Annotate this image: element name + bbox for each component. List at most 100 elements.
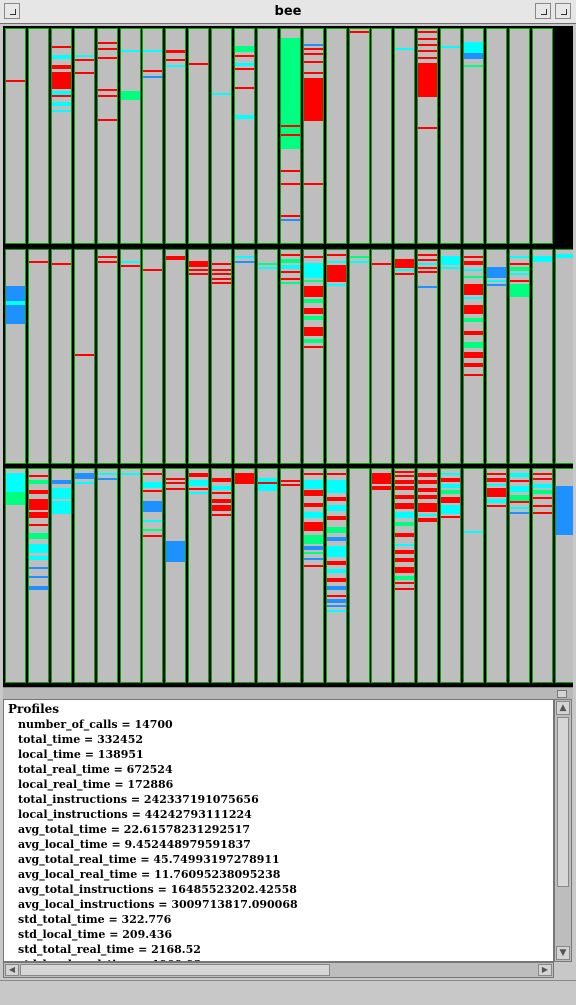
thread-column[interactable] (119, 468, 141, 683)
thread-column[interactable] (188, 249, 210, 464)
scroll-up-arrow-icon[interactable]: ▲ (556, 701, 570, 715)
metric-band (166, 488, 186, 490)
profile-visualization[interactable] (3, 26, 573, 687)
thread-column[interactable] (188, 468, 210, 683)
thread-column[interactable] (142, 249, 164, 464)
thread-column[interactable] (302, 28, 324, 244)
thread-column[interactable] (27, 249, 49, 464)
pane-splitter[interactable] (3, 687, 573, 699)
thread-column[interactable] (485, 249, 507, 464)
thread-column[interactable] (508, 468, 530, 683)
thread-column[interactable] (73, 28, 95, 244)
thread-column[interactable] (27, 28, 49, 244)
thread-column[interactable] (256, 28, 278, 244)
thread-column[interactable] (50, 28, 72, 244)
thread-column[interactable] (325, 468, 347, 683)
thread-column[interactable] (440, 28, 462, 244)
thread-column[interactable] (531, 28, 553, 244)
profiles-text-panel[interactable]: Profiles number_of_calls = 14700 total_ti… (3, 699, 554, 962)
thread-column[interactable] (50, 468, 72, 683)
thread-column[interactable] (371, 28, 393, 244)
thread-column[interactable] (211, 249, 233, 464)
thread-column[interactable] (50, 249, 72, 464)
thread-column[interactable] (485, 28, 507, 244)
scroll-right-arrow-icon[interactable]: ▶ (538, 964, 552, 976)
thread-column[interactable] (531, 468, 553, 683)
thread-column[interactable] (234, 468, 255, 683)
thread-column[interactable] (348, 249, 370, 464)
scroll-down-arrow-icon[interactable]: ▼ (556, 946, 570, 960)
thread-column[interactable] (348, 468, 370, 683)
scroll-left-arrow-icon[interactable]: ◀ (5, 964, 19, 976)
thread-column[interactable] (279, 249, 301, 464)
vertical-scroll-thumb[interactable] (557, 717, 569, 887)
horizontal-scrollbar[interactable]: ◀ ▶ (3, 962, 554, 978)
thread-column[interactable] (463, 249, 484, 464)
metric-band (51, 91, 71, 95)
thread-column[interactable] (279, 468, 301, 683)
thread-column[interactable] (440, 468, 462, 683)
thread-column[interactable] (188, 28, 210, 244)
vertical-scrollbar[interactable]: ▲ ▼ (554, 699, 572, 962)
thread-column[interactable] (142, 28, 164, 244)
window-menu-button[interactable] (4, 3, 20, 19)
thread-column[interactable] (119, 28, 141, 244)
metric-band (51, 480, 71, 484)
thread-column[interactable] (73, 249, 95, 464)
metric-band (166, 482, 186, 484)
thread-column[interactable] (96, 28, 118, 244)
thread-column[interactable] (417, 249, 439, 464)
thread-column[interactable] (5, 249, 26, 464)
thread-column[interactable] (348, 28, 370, 244)
thread-column[interactable] (279, 28, 301, 244)
thread-column[interactable] (394, 468, 416, 683)
thread-column[interactable] (371, 249, 393, 464)
thread-column[interactable] (211, 28, 233, 244)
thread-column[interactable] (485, 468, 507, 683)
thread-column[interactable] (165, 28, 187, 244)
thread-column[interactable] (463, 468, 484, 683)
thread-column[interactable] (165, 249, 187, 464)
thread-column[interactable] (554, 468, 573, 683)
thread-column[interactable] (394, 249, 416, 464)
thread-column[interactable] (165, 468, 187, 683)
horizontal-scroll-thumb[interactable] (20, 964, 330, 976)
thread-column[interactable] (325, 28, 347, 244)
thread-column[interactable] (463, 28, 484, 244)
metric-band (166, 256, 186, 260)
thread-column[interactable] (5, 468, 26, 683)
metric-band (326, 284, 346, 286)
splitter-handle[interactable] (557, 690, 567, 698)
minimize-button[interactable] (535, 3, 551, 19)
thread-column[interactable] (325, 249, 347, 464)
thread-column[interactable] (256, 468, 278, 683)
thread-column[interactable] (440, 249, 462, 464)
thread-column[interactable] (394, 28, 416, 244)
thread-column[interactable] (417, 468, 439, 683)
thread-column[interactable] (96, 468, 118, 683)
thread-column[interactable] (302, 468, 324, 683)
thread-column[interactable] (417, 28, 439, 244)
maximize-button[interactable] (555, 3, 571, 19)
thread-column[interactable] (371, 468, 393, 683)
thread-column[interactable] (302, 249, 324, 464)
thread-column[interactable] (211, 468, 233, 683)
metric-band (280, 183, 300, 185)
thread-column[interactable] (5, 28, 26, 244)
metric-band (280, 259, 300, 263)
thread-column[interactable] (73, 468, 95, 683)
thread-column[interactable] (96, 249, 118, 464)
thread-column[interactable] (234, 28, 255, 244)
thread-column[interactable] (256, 249, 278, 464)
thread-column[interactable] (119, 249, 141, 464)
thread-column[interactable] (142, 468, 164, 683)
metric-band (166, 59, 186, 61)
thread-column[interactable] (508, 28, 530, 244)
thread-column[interactable] (27, 468, 49, 683)
metric-band (532, 512, 552, 514)
thread-column[interactable] (531, 249, 553, 464)
thread-column[interactable] (554, 249, 573, 464)
metric-band (464, 65, 483, 67)
thread-column[interactable] (234, 249, 255, 464)
thread-column[interactable] (508, 249, 530, 464)
